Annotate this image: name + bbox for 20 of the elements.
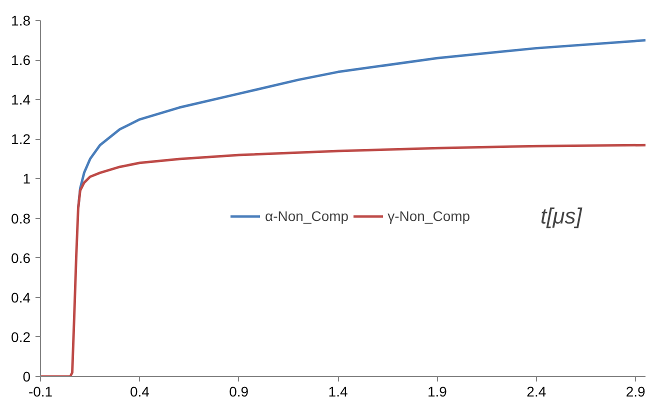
y-tick-label: 0.2	[11, 328, 31, 345]
x-tick-label: 0.4	[130, 384, 150, 400]
legend-label: α-Non_Comp	[265, 208, 349, 224]
y-tick-label: 1.8	[11, 12, 31, 28]
x-tick-label: 1.9	[427, 384, 448, 400]
y-tick-label: 0	[22, 368, 31, 384]
x-tick-label: 2.9	[626, 384, 646, 400]
y-tick-label: 0.8	[11, 210, 31, 226]
x-tick-label: 1.4	[328, 384, 348, 400]
x-tick-label: -0.1	[28, 384, 53, 400]
y-tick-label: 1.6	[11, 52, 31, 68]
y-tick-label: 0.4	[11, 289, 31, 306]
legend-label: γ-Non_Comp	[388, 208, 470, 224]
x-axis-title: t[μs]	[540, 204, 583, 228]
y-tick-label: 1	[22, 170, 31, 187]
y-tick-label: 0.6	[11, 250, 31, 266]
x-tick-label: 0.9	[229, 384, 249, 400]
x-tick-label: 2.4	[526, 384, 546, 400]
y-tick-label: 1.4	[11, 92, 31, 108]
y-tick-label: 1.2	[11, 131, 31, 148]
